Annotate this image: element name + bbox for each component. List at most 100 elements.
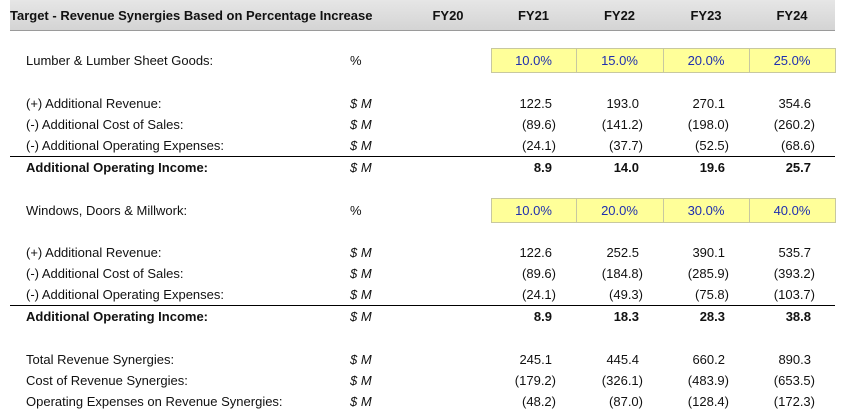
value-cell[interactable]: 252.5 [606, 245, 639, 260]
percentage-input[interactable]: 10.0% [490, 48, 577, 73]
unit-label: % [350, 53, 362, 68]
synergy-table: Target - Revenue Synergies Based on Perc… [10, 0, 836, 410]
table-row: Cost of Revenue Synergies: $ M (179.2) (326… [10, 370, 835, 391]
value-cell[interactable]: (184.8) [601, 266, 643, 281]
table-row: Total Revenue Synergies: $ M 245.1 445.4 660… [10, 349, 835, 370]
value-cell[interactable]: (75.8) [663, 284, 749, 306]
value-cell[interactable]: 270.1 [692, 96, 725, 111]
percentage-row: Windows, Doors & Millwork:% 10.0% 20.0% 30.… [10, 198, 836, 223]
value-cell[interactable]: (128.4) [687, 394, 729, 409]
row-label: Additional Operating Income: [26, 309, 209, 324]
row-label: (-) Additional Operating Expenses: [10, 135, 330, 157]
value-cell[interactable]: (103.7) [749, 284, 835, 306]
percentage-input[interactable]: 40.0% [748, 198, 836, 223]
fy20-cell [405, 349, 491, 370]
row-label: Cost of Revenue Synergies: [26, 373, 188, 388]
percentage-input[interactable]: 20.0% [662, 48, 750, 73]
value-cell[interactable]: 354.6 [778, 96, 811, 111]
table-title: Target - Revenue Synergies Based on Perc… [10, 0, 405, 31]
value-cell[interactable]: (260.2) [773, 117, 815, 132]
value-cell[interactable]: (179.2) [514, 373, 556, 388]
unit-label: $ M [350, 266, 372, 281]
unit-label: $ M [350, 160, 372, 175]
unit-label: $ M [350, 96, 372, 111]
year-header: FY21 [491, 0, 576, 31]
value-cell[interactable]: (87.0) [609, 394, 643, 409]
value-cell[interactable]: 38.8 [785, 309, 811, 324]
table-row: (-) Additional Operating Expenses: $ M (24… [10, 284, 835, 306]
fy20-cell [405, 391, 491, 410]
percentage-input[interactable]: 15.0% [575, 48, 664, 73]
year-header: FY24 [749, 0, 835, 31]
fy20-cell [405, 306, 491, 328]
value-cell[interactable]: (52.5) [663, 135, 749, 157]
value-cell[interactable]: (37.7) [576, 135, 663, 157]
row-label: Total Revenue Synergies: [26, 352, 175, 367]
value-cell[interactable]: 18.3 [613, 309, 639, 324]
value-cell[interactable]: (198.0) [687, 117, 729, 132]
fy20-cell [405, 135, 491, 157]
value-cell[interactable]: (141.2) [601, 117, 643, 132]
value-cell[interactable]: 8.9 [533, 160, 552, 175]
value-cell[interactable]: 122.5 [519, 96, 552, 111]
table-row: (-) Additional Cost of Sales: $ M (89.6) (1… [10, 114, 835, 135]
unit-label: $ M [350, 117, 372, 132]
percentage-input[interactable]: 30.0% [662, 198, 750, 223]
value-cell[interactable]: (89.6) [522, 117, 556, 132]
fy20-cell [405, 263, 491, 284]
unit-label: % [350, 203, 362, 218]
fy20-cell [405, 114, 491, 135]
fy20-cell [405, 199, 491, 223]
value-cell[interactable]: (393.2) [773, 266, 815, 281]
value-cell[interactable]: (48.2) [522, 394, 556, 409]
value-cell[interactable]: 19.6 [699, 160, 725, 175]
value-cell[interactable]: 122.6 [519, 245, 552, 260]
spacer-row [10, 178, 835, 199]
value-cell[interactable]: 445.4 [606, 352, 639, 367]
value-cell[interactable]: 193.0 [606, 96, 639, 111]
blank [10, 31, 835, 49]
value-cell[interactable]: 390.1 [692, 245, 725, 260]
unit-label: $ M [350, 309, 372, 324]
row-label: Operating Expenses on Revenue Synergies: [26, 394, 283, 409]
value-cell[interactable]: 14.0 [613, 160, 639, 175]
percentage-row: Lumber & Lumber Sheet Goods:% 10.0% 15.0% 2… [10, 48, 836, 73]
header-row: Target - Revenue Synergies Based on Perc… [10, 0, 835, 31]
percentage-input[interactable]: 10.0% [490, 198, 577, 223]
value-cell[interactable]: 890.3 [778, 352, 811, 367]
year-header: FY23 [663, 0, 749, 31]
value-cell[interactable]: 8.9 [533, 309, 552, 324]
unit-label: $ M [330, 135, 405, 157]
value-cell[interactable]: 535.7 [778, 245, 811, 260]
table-row: (-) Additional Operating Expenses: $ M (24… [10, 135, 835, 157]
blank [10, 223, 835, 243]
row-label: (-) Additional Cost of Sales: [26, 117, 184, 132]
unit-label: $ M [350, 352, 372, 367]
percentage-input[interactable]: 25.0% [748, 48, 836, 73]
unit-label: $ M [350, 373, 372, 388]
table-row: Operating Expenses on Revenue Synergies:… [10, 391, 835, 410]
fy20-cell [405, 284, 491, 306]
row-label: (+) Additional Revenue: [26, 96, 162, 111]
unit-label: $ M [330, 284, 405, 306]
value-cell[interactable]: (172.3) [773, 394, 815, 409]
table-row: (+) Additional Revenue: $ M 122.6 252.5 390.… [10, 242, 835, 263]
value-cell[interactable]: 660.2 [692, 352, 725, 367]
value-cell[interactable]: (49.3) [576, 284, 663, 306]
year-header: FY22 [576, 0, 663, 31]
value-cell[interactable]: (653.5) [773, 373, 815, 388]
section-label: Lumber & Lumber Sheet Goods: [26, 53, 214, 68]
value-cell[interactable]: (326.1) [601, 373, 643, 388]
value-cell[interactable]: 25.7 [785, 160, 811, 175]
percentage-input[interactable]: 20.0% [575, 198, 664, 223]
value-cell[interactable]: (89.6) [522, 266, 556, 281]
blank [10, 73, 835, 94]
value-cell[interactable]: (24.1) [491, 284, 576, 306]
value-cell[interactable]: 28.3 [699, 309, 725, 324]
value-cell[interactable]: (68.6) [749, 135, 835, 157]
value-cell[interactable]: 245.1 [519, 352, 552, 367]
value-cell[interactable]: (285.9) [687, 266, 729, 281]
value-cell[interactable]: (483.9) [687, 373, 729, 388]
value-cell[interactable]: (24.1) [491, 135, 576, 157]
table-row: (+) Additional Revenue: $ M 122.5 193.0 270.… [10, 93, 835, 114]
